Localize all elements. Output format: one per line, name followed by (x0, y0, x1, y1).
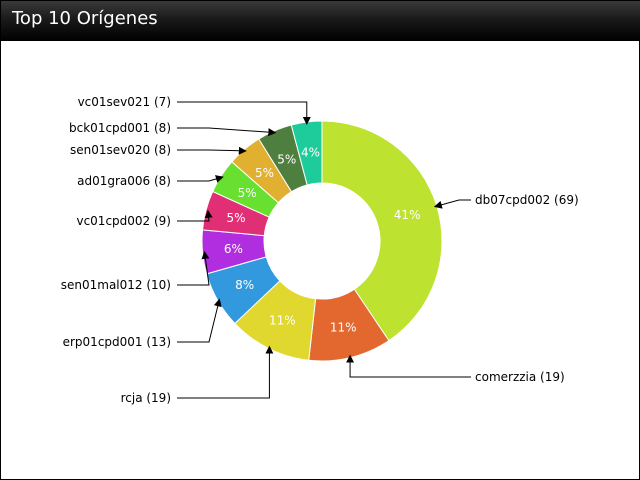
category-label-ad01gra006: ad01gra006 (8) (77, 174, 171, 188)
pct-label-erp01cpd001: 8% (235, 278, 254, 292)
category-label-vc01sev021: vc01sev021 (7) (78, 95, 171, 109)
pct-label-vc01cpd002: 5% (226, 211, 245, 225)
leader-line-vc01sev021 (177, 101, 311, 125)
pct-label-sen01sev020: 5% (255, 166, 274, 180)
category-label-rcja: rcja (19) (121, 391, 171, 405)
labels-group: 41% db07cpd002 (69) 11% comerzzia (19) 11% rc… (61, 95, 579, 405)
pct-label-comerzzia: 11% (330, 320, 357, 334)
leader-line-ad01gra006 (177, 175, 224, 183)
pct-label-vc01sev021: 4% (301, 146, 320, 160)
leader-line-rcja (177, 345, 274, 399)
category-label-sen01mal012: sen01mal012 (10) (61, 278, 171, 292)
category-label-comerzzia: comerzzia (19) (475, 370, 565, 384)
category-label-sen01sev020: sen01sev020 (8) (70, 143, 171, 157)
slice-db07cpd002 (321, 120, 443, 342)
title-bar: Top 10 Orígenes (1, 1, 640, 41)
chart-title: Top 10 Orígenes (12, 8, 158, 29)
pct-label-ad01gra006: 5% (238, 186, 257, 200)
pct-label-rcja: 11% (269, 314, 296, 328)
leader-line-bck01cpd001 (177, 127, 277, 137)
category-label-erp01cpd001: erp01cpd001 (13) (63, 335, 171, 349)
slice-vc01sev021 (290, 120, 323, 186)
category-label-bck01cpd001: bck01cpd001 (8) (69, 121, 171, 135)
leader-lines-group (177, 101, 471, 399)
leader-line-erp01cpd001 (177, 298, 222, 343)
slices-group (201, 120, 443, 362)
leader-line-db07cpd002 (433, 199, 471, 209)
pct-label-sen01mal012: 6% (224, 242, 243, 256)
leader-line-vc01cpd002 (177, 209, 213, 222)
leader-line-sen01sev020 (177, 146, 247, 155)
category-label-vc01cpd002: vc01cpd002 (9) (76, 214, 171, 228)
leader-line-sen01mal012 (177, 250, 210, 286)
pct-label-db07cpd002: 41% (394, 208, 421, 222)
pct-label-bck01cpd001: 5% (277, 152, 296, 166)
category-label-db07cpd002: db07cpd002 (69) (475, 193, 579, 207)
leader-line-comerzzia (346, 354, 471, 378)
